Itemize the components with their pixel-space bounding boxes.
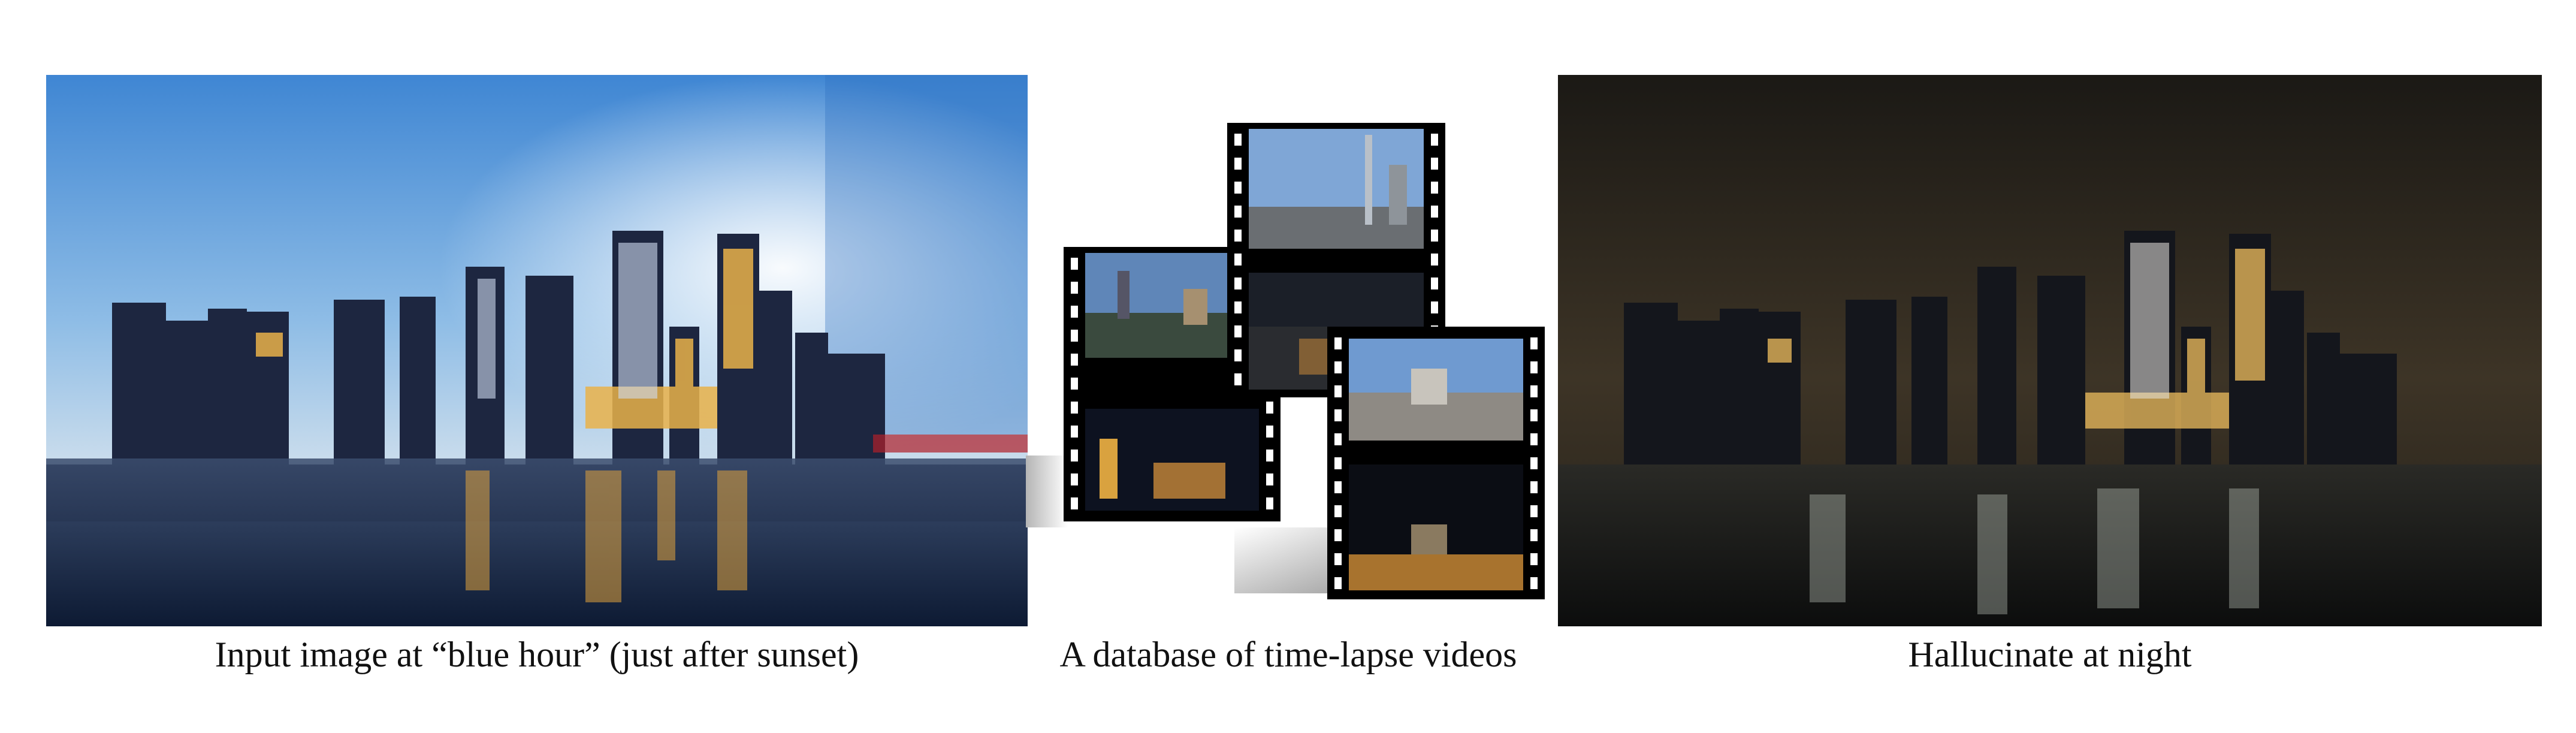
input-caption: Input image at “blue hour” (just after s… [215,635,859,674]
input-image [46,75,1028,626]
output-image [1558,75,2542,626]
output-caption: Hallucinate at night [1908,635,2192,674]
film-strip-3 [1327,327,1545,599]
database-caption: A database of time-lapse videos [1059,635,1517,674]
film-strip-1 [1064,247,1281,521]
film-shadow [1234,527,1336,593]
film-shadow [1026,456,1068,527]
